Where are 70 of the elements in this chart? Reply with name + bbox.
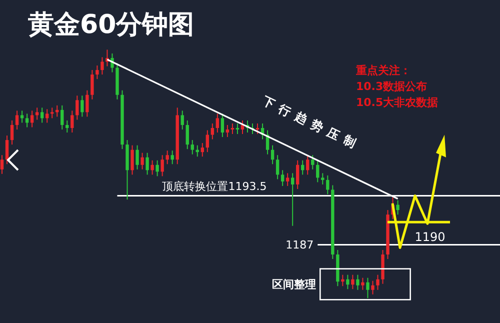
candlestick [66,120,69,134]
candlestick [80,95,84,118]
candlestick [60,104,64,130]
candlestick [40,107,44,124]
candlestick [200,142,204,158]
candlestick [130,144,134,176]
candlestick [146,152,149,176]
candlestick [321,172,324,185]
candlestick [341,274,344,287]
candlestick [346,274,350,290]
candlestick [326,174,330,195]
candlestick [20,110,24,124]
annotation: 区间整理 [272,278,316,292]
ref-line-label: 顶底转换位置1193.5 [162,180,267,193]
candlestick [25,113,29,128]
candlestick [361,277,364,290]
candlestick [50,107,54,119]
candlestick [366,277,370,299]
candlestick [371,280,374,295]
candlestick [220,113,224,138]
candlestick [226,124,230,138]
candlestick [270,144,274,165]
candlestick [10,120,14,146]
candlestick [15,110,19,130]
candlestick [5,135,9,165]
candlestick [230,122,234,135]
candlestick [86,90,89,118]
candlestick [276,154,280,180]
candlestick [96,65,99,80]
candlestick [306,154,310,176]
candlestick [356,274,360,290]
candlestick [280,170,284,186]
candlestick [136,144,139,170]
candlestick [296,160,300,190]
candlestick [170,150,174,165]
candlestick [396,200,400,216]
candlestick [311,154,314,170]
candlestick [90,70,94,100]
candlestick [256,122,260,135]
candlestick [160,154,164,177]
candlestick [190,140,194,155]
text: 1190 [414,230,446,244]
candlestick [100,56,104,76]
annotation: 10.3数据公布 [356,80,428,93]
chart-title: 黄金60分钟图 [27,10,194,40]
candlestick [0,154,4,174]
ref-line-label: 1187 [286,238,314,252]
candlestick [210,122,214,140]
candlestick [45,108,49,124]
candlestick [166,150,169,165]
candlestick [316,160,320,183]
candlestick [206,130,210,153]
candlestick [216,113,220,134]
candlestick [236,122,240,135]
candlestick [351,274,354,290]
candlestick [286,172,290,186]
annotation: 重点关注： [355,64,411,77]
candlestick [150,160,154,176]
candlestick [290,172,294,226]
candlestick [376,274,380,290]
candlestick [30,110,34,128]
annotation: 10.5大非农数据 [356,96,438,109]
candlestick [70,110,74,134]
candlestick [76,95,79,120]
candlestick [35,107,39,120]
candlestick [140,152,144,170]
candlestick [301,160,304,176]
candlestick [156,160,159,177]
candlestick [180,110,184,130]
candlestick [186,120,189,150]
